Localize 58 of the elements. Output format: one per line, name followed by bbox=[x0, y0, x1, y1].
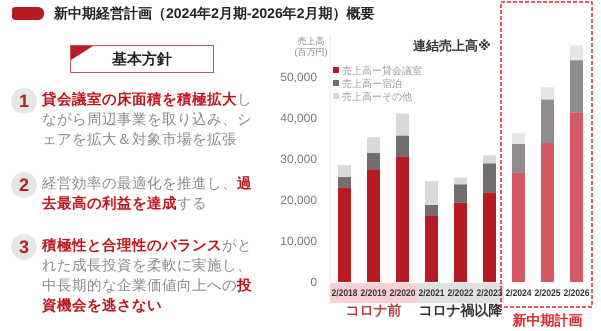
legend-label: 売上高ー貸会議室 bbox=[342, 65, 422, 77]
bar bbox=[483, 164, 496, 193]
text: コロナ前 bbox=[346, 302, 402, 318]
x-tick-label: 2/2024 bbox=[506, 288, 535, 299]
x-tick-label: 2/2020 bbox=[390, 288, 419, 299]
bar bbox=[425, 204, 438, 216]
bar bbox=[425, 216, 438, 282]
text: 積極性と合理性のバランスがとれた成長投資を柔軟に実施し、中長期的な企業価値向上への投資機会を逃さない bbox=[42, 238, 252, 314]
x-tick-label: 2/2019 bbox=[360, 288, 390, 299]
bar bbox=[454, 177, 467, 184]
x-tick-label: 2/2023 bbox=[476, 288, 506, 299]
y-tick-label: 10,000 bbox=[280, 234, 318, 248]
legend-label: 売上高ー宿泊 bbox=[342, 78, 402, 90]
chart-title: 連結売上高※ bbox=[412, 38, 491, 53]
text: コロナ禍以降 bbox=[418, 302, 504, 318]
text: 1 bbox=[18, 91, 29, 111]
legend-label: 売上高ーその他 bbox=[342, 91, 412, 103]
bar bbox=[367, 137, 380, 153]
bar bbox=[570, 112, 583, 282]
bar bbox=[483, 155, 496, 164]
y-tick-label: 40,000 bbox=[280, 111, 318, 125]
bar bbox=[338, 188, 351, 282]
bar bbox=[541, 100, 554, 144]
bar bbox=[570, 45, 583, 60]
bar bbox=[512, 133, 525, 144]
bar bbox=[512, 144, 525, 173]
text: 3 bbox=[18, 237, 29, 257]
bar bbox=[570, 60, 583, 113]
y-tick-label: 0 bbox=[310, 275, 318, 289]
bar bbox=[396, 113, 409, 136]
y-axis-title: 売上高(百万円) bbox=[294, 36, 328, 58]
x-tick-label: 2/2018 bbox=[332, 288, 361, 299]
bar bbox=[338, 165, 351, 178]
bar bbox=[425, 181, 438, 205]
y-tick-label: 30,000 bbox=[280, 152, 318, 166]
text: 経営効率の最適化を推進し、過去最高の利益を達成する bbox=[42, 176, 252, 212]
y-tick-label: 50,000 bbox=[280, 70, 318, 84]
bar bbox=[512, 172, 525, 282]
bar bbox=[396, 156, 409, 282]
bar bbox=[454, 202, 467, 282]
bar bbox=[454, 184, 467, 203]
text: 2 bbox=[18, 175, 29, 195]
bar bbox=[367, 169, 380, 282]
text: 新中期経営計画（2024年2月期-2026年2月期）概要 bbox=[54, 5, 375, 23]
text: 新中期計画 bbox=[512, 312, 582, 328]
x-tick-label: 2/2025 bbox=[534, 288, 564, 299]
bar bbox=[483, 192, 496, 282]
text: 貸会議室の床面積を積極拡大しながら周辺事業を取り込み、シェアを拡大＆対象市場を拡張 bbox=[42, 90, 253, 150]
x-tick-label: 2/2021 bbox=[418, 288, 448, 299]
text: 基本方針 bbox=[111, 50, 173, 69]
x-tick-label: 2/2022 bbox=[448, 288, 477, 299]
bar bbox=[396, 136, 409, 157]
x-tick-label: 2/2026 bbox=[564, 288, 593, 299]
y-tick-label: 20,000 bbox=[280, 193, 318, 207]
bar bbox=[541, 87, 554, 100]
bar bbox=[541, 143, 554, 282]
bar bbox=[338, 177, 351, 188]
bar bbox=[367, 152, 380, 170]
